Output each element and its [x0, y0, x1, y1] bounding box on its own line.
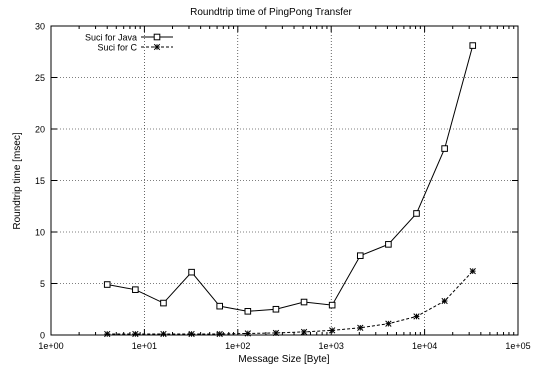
data-point-series-1	[188, 268, 195, 276]
axis-ticks: 1e+00 1e+01 1e+02 1e+03 1e+04 1e+05 0 5 10 15 20 25…	[35, 22, 531, 352]
data-point-series-1	[300, 298, 308, 306]
data-point-series-2	[413, 313, 420, 320]
y-tick-label: 20	[35, 125, 45, 135]
y-tick-label: 10	[35, 228, 45, 238]
data-point-series-2	[441, 297, 448, 305]
x-tick-label: 1e+01	[132, 341, 157, 351]
data-point-series-1	[469, 42, 477, 49]
chart-title: Roundtrip time of PingPong Transfer	[190, 7, 352, 18]
data-point-series-1	[244, 308, 252, 315]
data-point-series-2	[385, 320, 392, 327]
series-layer	[103, 42, 477, 338]
x-tick-label: 1e+00	[38, 341, 63, 351]
series-line-2	[107, 270, 474, 335]
legend-swatch-marker	[153, 33, 161, 41]
data-point-series-1	[160, 299, 167, 307]
data-point-series-1	[103, 281, 111, 288]
legend-swatch-marker	[153, 43, 161, 51]
legend-label: Suci for C	[97, 43, 137, 53]
y-tick-label: 0	[40, 331, 45, 341]
data-point-series-2	[244, 330, 251, 337]
data-point-series-2	[188, 330, 195, 338]
data-point-series-2	[300, 328, 308, 336]
data-point-series-2	[469, 267, 476, 275]
x-tick-label: 1e+02	[225, 341, 250, 351]
data-point-series-1	[441, 145, 448, 152]
data-point-series-1	[216, 302, 223, 310]
data-point-series-2	[272, 329, 280, 337]
y-axis-label: Roundtrip time [msec]	[12, 132, 23, 229]
data-point-series-1	[132, 286, 139, 293]
data-point-series-2	[160, 330, 167, 338]
data-point-series-2	[329, 327, 336, 334]
legend-label: Suci for Java	[85, 33, 137, 43]
data-point-series-1	[413, 210, 420, 217]
x-tick-label: 1e+05	[505, 341, 530, 351]
y-tick-label: 15	[35, 176, 45, 186]
grid	[51, 26, 518, 335]
y-tick-label: 30	[35, 22, 45, 32]
y-tick-label: 5	[40, 279, 45, 289]
x-axis-label: Message Size [Byte]	[238, 354, 329, 365]
x-tick-label: 1e+04	[412, 341, 437, 351]
data-point-series-1	[272, 305, 280, 313]
series-line-1	[107, 45, 474, 312]
y-tick-label: 25	[35, 73, 45, 83]
data-point-series-2	[132, 330, 139, 338]
data-point-series-2	[216, 330, 223, 338]
data-point-series-1	[385, 241, 392, 248]
data-point-series-2	[104, 330, 111, 338]
data-point-series-1	[328, 301, 336, 309]
data-point-series-1	[356, 252, 364, 259]
x-tick-label: 1e+03	[319, 341, 344, 351]
data-point-series-2	[357, 324, 364, 331]
